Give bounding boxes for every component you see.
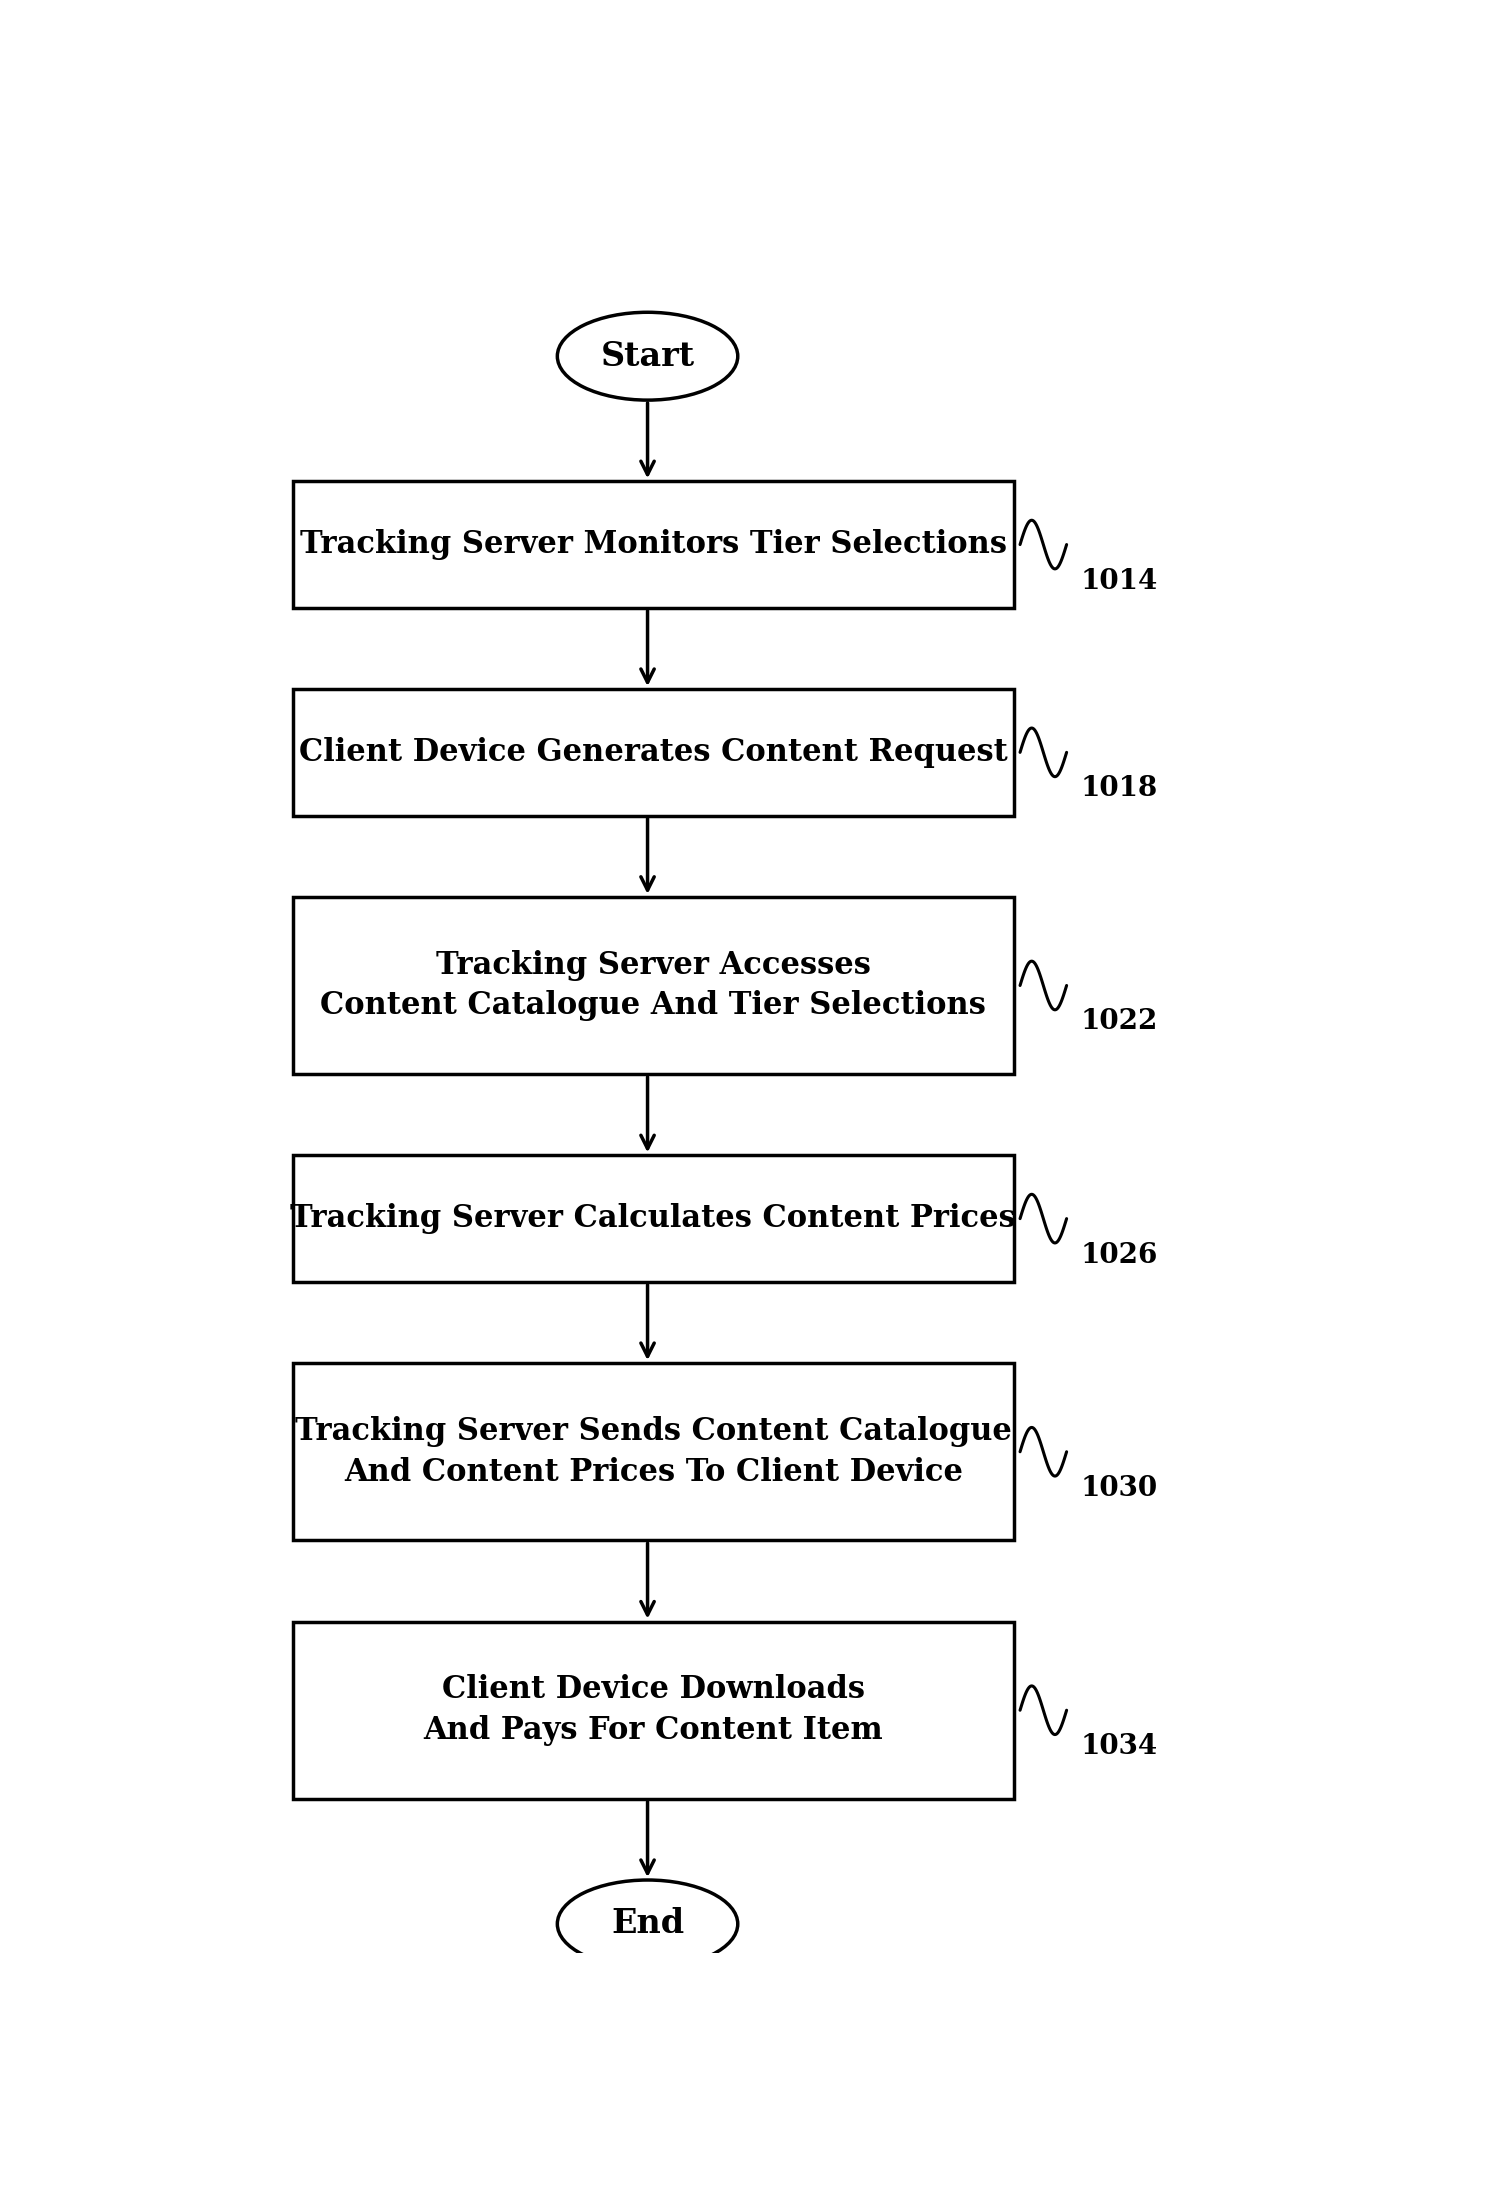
Text: Tracking Server Accesses
Content Catalogue And Tier Selections: Tracking Server Accesses Content Catalog… [320, 950, 987, 1020]
Ellipse shape [557, 1880, 737, 1968]
Bar [293, 1621, 1014, 1799]
Bar [293, 1362, 1014, 1540]
Text: Client Device Downloads
And Pays For Content Item: Client Device Downloads And Pays For Con… [424, 1674, 883, 1746]
Text: 1014: 1014 [1080, 568, 1158, 595]
Text: 1030: 1030 [1080, 1474, 1158, 1501]
Text: 1026: 1026 [1080, 1242, 1158, 1268]
Text: End: End [611, 1907, 683, 1939]
Bar [293, 1156, 1014, 1281]
Bar [293, 480, 1014, 608]
Text: Start: Start [601, 340, 694, 373]
Text: 1018: 1018 [1080, 774, 1158, 803]
Bar [293, 897, 1014, 1075]
Text: Client Device Generates Content Request: Client Device Generates Content Request [299, 737, 1008, 768]
Ellipse shape [557, 312, 737, 399]
Text: Tracking Server Calculates Content Prices: Tracking Server Calculates Content Price… [290, 1202, 1017, 1233]
Bar [293, 689, 1014, 816]
Text: 1034: 1034 [1080, 1733, 1158, 1760]
Text: 1022: 1022 [1080, 1009, 1158, 1036]
Text: Tracking Server Sends Content Catalogue
And Content Prices To Client Device: Tracking Server Sends Content Catalogue … [294, 1415, 1012, 1488]
Text: Tracking Server Monitors Tier Selections: Tracking Server Monitors Tier Selections [300, 529, 1006, 559]
